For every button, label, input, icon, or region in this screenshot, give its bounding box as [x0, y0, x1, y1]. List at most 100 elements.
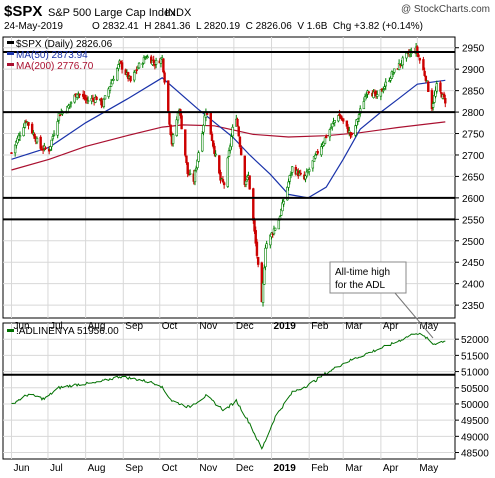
adl-line: [11, 332, 446, 450]
candle-body: [167, 80, 170, 112]
candle-body: [363, 96, 367, 101]
candle-body: [168, 112, 171, 125]
price-legend-entry: MA(50) 2873.94: [16, 50, 88, 61]
candle-body: [273, 227, 277, 231]
candle-body: [13, 144, 17, 154]
price-tick-label: 2700: [462, 151, 485, 162]
adl-month-label: Nov: [199, 463, 217, 474]
candle-body: [51, 136, 55, 140]
candle-body: [146, 56, 149, 59]
candle-body: [218, 155, 221, 174]
candle-body: [439, 82, 442, 92]
candle-body: [289, 173, 293, 176]
price-month-label: Dec: [236, 321, 254, 332]
adl-month-label: Oct: [162, 463, 178, 474]
candle-body: [236, 119, 239, 127]
candle-body: [323, 137, 327, 144]
candle-body: [205, 113, 209, 115]
candle-body: [142, 57, 146, 64]
candle-body: [442, 93, 446, 98]
candle-body: [186, 162, 189, 175]
price-month-label: Aug: [88, 321, 106, 332]
candle-body: [342, 118, 345, 122]
candle-body: [41, 148, 45, 151]
symbol-label: $SPX: [4, 3, 42, 20]
price-tick-label: 2950: [462, 44, 485, 55]
candle-body: [305, 171, 308, 177]
candle-body: [422, 59, 425, 71]
candle-body: [405, 52, 408, 59]
candle-body: [314, 154, 317, 159]
candle-body: [356, 118, 359, 122]
candle-body: [231, 126, 234, 137]
candle-body: [320, 146, 323, 156]
price-tick-label: 2600: [462, 194, 485, 205]
adl-month-label: Mar: [345, 463, 363, 474]
candle-body: [328, 129, 332, 138]
candle-body: [272, 228, 276, 235]
candle-body: [359, 108, 362, 114]
ma200-line: [11, 121, 446, 171]
adl-plot-frame: [2, 322, 456, 460]
adl-month-label: Sep: [125, 463, 143, 474]
candle-body: [417, 54, 420, 57]
legend-swatch: [7, 52, 14, 55]
candle-body: [244, 180, 248, 185]
candle-body: [145, 57, 148, 60]
adl-tick-label: 51500: [461, 351, 489, 362]
candle-body: [427, 81, 430, 93]
candle-body: [362, 101, 366, 110]
candle-body: [210, 133, 214, 141]
price-tick-label: 2350: [462, 301, 485, 312]
candle-body: [111, 80, 114, 85]
candle-body: [393, 68, 396, 73]
candle-body: [23, 122, 27, 128]
price-tick-label: 2500: [462, 237, 485, 248]
price-tick-label: 2650: [462, 172, 485, 183]
candle-body: [57, 112, 61, 121]
candle-body: [209, 112, 212, 135]
ohlc-summary: O 2832.41 H 2841.36 L 2820.19 C 2826.06 …: [92, 21, 423, 32]
candle-body: [248, 175, 251, 190]
candle-body: [133, 71, 136, 81]
annotation-line-2: for the ADL: [335, 280, 385, 291]
price-tick-label: 2550: [462, 215, 485, 226]
candle-body: [44, 147, 47, 150]
price-tick-label: 2900: [462, 65, 485, 76]
candle-body: [129, 75, 132, 82]
candle-body: [345, 120, 349, 127]
candle-body: [194, 167, 198, 171]
candle-body: [154, 59, 158, 65]
candle-body: [69, 102, 73, 104]
candle-body: [202, 124, 205, 133]
candle-body: [261, 283, 265, 303]
annotation-pointer: [394, 292, 434, 339]
candle-body: [325, 135, 328, 138]
adl-tick-label: 50000: [461, 400, 489, 411]
candle-body: [282, 201, 285, 205]
candle-body: [58, 114, 62, 117]
candle-body: [109, 82, 113, 87]
candle-body: [214, 153, 217, 156]
candle-body: [188, 173, 192, 175]
candle-body: [431, 103, 435, 108]
candle-body: [184, 129, 187, 156]
candle-body: [108, 86, 112, 91]
price-legend-entry: $SPX (Daily) 2826.06: [16, 39, 113, 50]
candle-body: [30, 123, 34, 134]
price-month-label: Nov: [199, 321, 217, 332]
adl-month-label: Jul: [50, 463, 63, 474]
price-month-label: Jun: [14, 321, 30, 332]
candle-body: [333, 120, 336, 123]
candle-body: [365, 95, 368, 97]
ma50-line: [11, 77, 446, 199]
adl-month-label: Dec: [236, 463, 254, 474]
candle-body: [424, 75, 428, 81]
candle-body: [10, 152, 13, 154]
candle-body: [213, 145, 216, 154]
candle-body: [367, 91, 370, 94]
candle-body: [287, 181, 290, 188]
candle-body: [384, 81, 387, 87]
candle-body: [78, 93, 81, 96]
candle-body: [219, 171, 222, 181]
